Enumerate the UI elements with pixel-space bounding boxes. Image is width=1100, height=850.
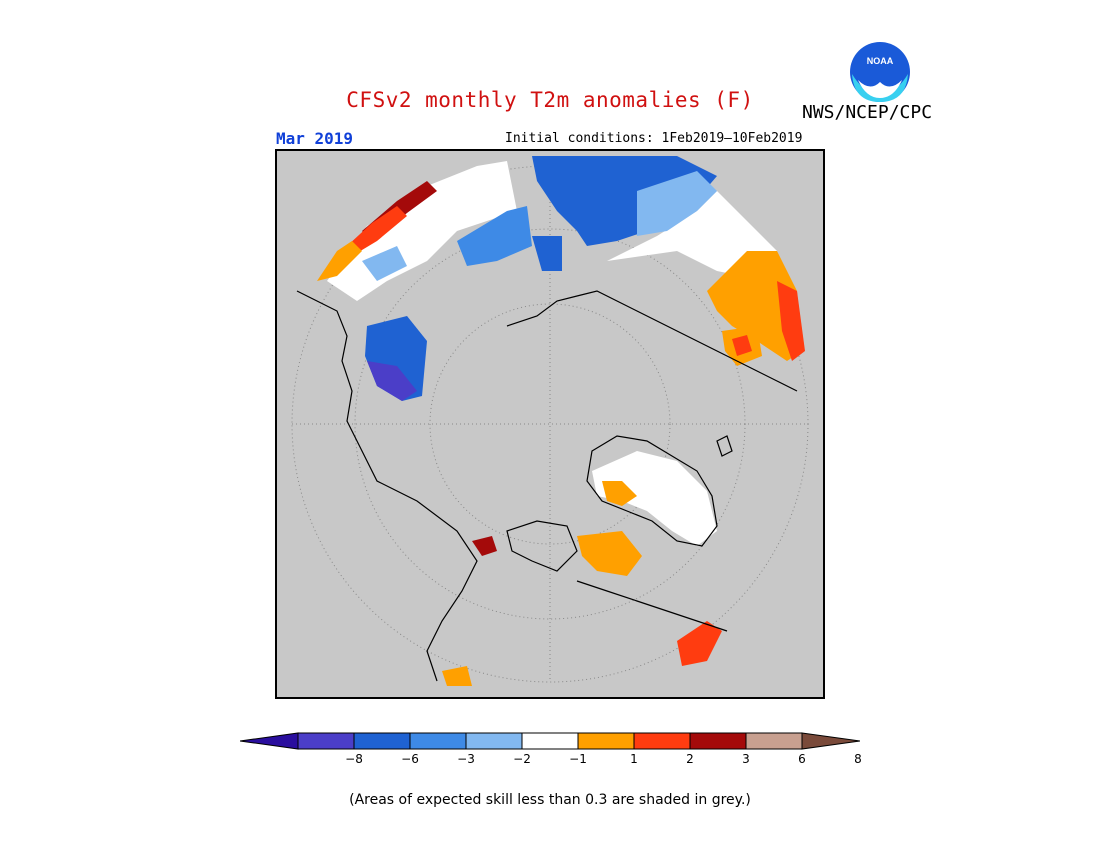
colorbar-arrow-low (240, 732, 299, 750)
coastline (576, 580, 728, 632)
colorbar-tick-label: −3 (457, 752, 475, 766)
colorbar-swatch (689, 732, 747, 750)
anomaly-region-minus3 (532, 236, 562, 271)
colorbar-tick-label: −6 (401, 752, 419, 766)
anomaly-map-svg (291, 156, 809, 686)
anomaly-region-plus3 (677, 621, 722, 666)
coastline-archipelago (506, 520, 578, 572)
coastline-greenland (586, 435, 718, 547)
anomaly-region-minus2 (457, 206, 532, 266)
colorbar-tick-label: −8 (345, 752, 363, 766)
polar-map (275, 149, 825, 699)
colorbar (240, 732, 860, 750)
anomaly-region-plus3 (777, 281, 805, 361)
colorbar-tick-label: 8 (854, 752, 862, 766)
coastline (296, 290, 478, 682)
anomaly-region-minus1 (637, 171, 717, 236)
logo-text: NOAA (867, 56, 894, 66)
coastline-island (716, 435, 733, 457)
anomaly-region-minus3 (532, 156, 717, 246)
colorbar-tick-label: 3 (742, 752, 750, 766)
colorbar-swatch (353, 732, 411, 750)
anomaly-region-minus1 (362, 246, 407, 281)
anomaly-region-plus6 (472, 536, 497, 556)
anomaly-region-minus6 (367, 361, 417, 401)
colorbar-arrow-high (801, 732, 860, 750)
colorbar-tick-label: −2 (513, 752, 531, 766)
colorbar-tick-label: −1 (569, 752, 587, 766)
footnote: (Areas of expected skill less than 0.3 a… (349, 792, 751, 808)
colorbar-swatch (745, 732, 803, 750)
map-title: CFSv2 monthly T2m anomalies (F) (346, 88, 754, 112)
colorbar-swatch (465, 732, 523, 750)
agency-label: NWS/NCEP/CPC (802, 102, 933, 123)
anomaly-region-plus1 (577, 531, 642, 576)
colorbar-tick-label: 2 (686, 752, 694, 766)
anomaly-region-near-normal (592, 451, 717, 546)
colorbar-swatch (297, 732, 355, 750)
anomaly-region-plus2 (732, 335, 752, 356)
colorbar-swatch (633, 732, 691, 750)
latitude-circle (354, 228, 746, 620)
anomaly-region-plus3 (347, 206, 407, 256)
coastline (506, 290, 798, 392)
forecast-month: Mar 2019 (276, 129, 354, 148)
colorbar-swatch (521, 732, 579, 750)
latitude-circle (429, 303, 671, 545)
colorbar-swatch (409, 732, 467, 750)
colorbar-tick-label: 1 (630, 752, 638, 766)
colorbar-tick-label: 6 (798, 752, 806, 766)
anomaly-region-plus1 (707, 251, 802, 361)
noaa-logo: NOAA (850, 42, 910, 102)
anomaly-region-plus1 (317, 241, 362, 281)
anomaly-region-near-normal (607, 191, 777, 281)
initial-conditions: Initial conditions: 1Feb2019—10Feb2019 (505, 131, 803, 146)
anomaly-region-plus1 (442, 666, 472, 686)
anomaly-region-plus1 (602, 481, 637, 506)
colorbar-swatch (577, 732, 635, 750)
globe-boundary (291, 165, 809, 683)
